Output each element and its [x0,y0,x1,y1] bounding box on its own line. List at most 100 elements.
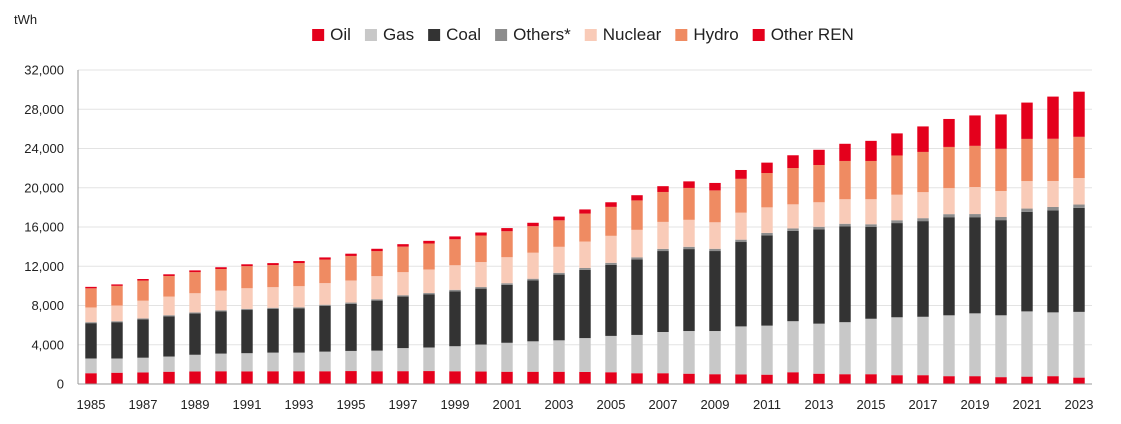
legend-swatch [364,29,377,41]
bar-segment [85,322,97,324]
bar-segment [683,331,695,374]
bar-segment [215,290,227,311]
bar-segment [683,246,695,250]
bar-segment [891,317,903,376]
bar-segment [735,212,747,240]
bar-segment [865,227,877,319]
bar-stack-1999 [449,236,461,384]
bar-segment [137,279,149,281]
bar-segment [319,371,331,384]
bar-segment [241,353,253,372]
bar-segment [917,126,929,152]
bar-segment [345,303,357,351]
bar-stack-2002 [527,222,539,384]
bar-segment [345,350,357,372]
legend-item: Other REN [752,25,854,44]
bar-segment [865,224,877,227]
bar-segment [683,373,695,384]
bar-segment [553,216,565,221]
bar-segment [189,313,201,355]
bar-stack-2006 [631,195,643,384]
bar-segment [501,228,513,232]
bar-segment [137,318,149,320]
bar-segment [475,371,487,384]
bar-segment [215,353,227,372]
bar-segment [423,243,435,270]
bar-segment [371,251,383,277]
bar-segment [579,209,591,214]
bar-segment [293,263,305,287]
bar-segment [345,255,357,281]
bar-segment [371,300,383,351]
x-tick-label: 2007 [649,397,678,412]
bar-segment [475,232,487,236]
bar-segment [85,286,97,289]
bar-segment [345,253,357,256]
bar-segment [423,347,435,372]
bar-segment [85,307,97,323]
y-tick-label: 0 [57,377,64,392]
bar-segment [787,321,799,373]
bar-segment [735,178,747,213]
bar-segment [969,217,981,314]
x-tick-label: 2005 [597,397,626,412]
bar-segment [423,294,435,348]
bar-stack-2016 [891,133,903,384]
bar-segment [111,284,123,286]
bar-segment [163,274,175,276]
bar-segment [735,169,747,179]
bar-segment [501,231,513,258]
y-tick-label: 8,000 [31,298,64,313]
bar-segment [865,199,877,225]
bar-segment [891,375,903,384]
bar-segment [241,288,253,309]
bar-segment [85,288,97,308]
bar-segment [761,325,773,375]
y-tick-label: 20,000 [24,180,64,195]
bar-segment [293,286,305,308]
bar-segment [995,216,1007,221]
bar-segment [423,371,435,384]
bar-segment [345,371,357,384]
bar-segment [631,257,643,260]
bar-segment [189,371,201,384]
bar-segment [657,248,669,252]
bar-segment [709,251,721,332]
bar-segment [319,351,331,372]
bar-segment [1021,311,1033,377]
bar-segment [761,173,773,208]
bar-segment [137,357,149,373]
bar-segment [319,257,331,260]
bar-segment [813,149,825,165]
bar-segment [1073,311,1085,378]
legend-item: Oil [312,25,351,44]
legend-label: Nuclear [603,25,662,44]
bar-segment [527,252,539,279]
bar-segment [475,288,487,345]
legend-item: Others* [495,25,571,44]
x-tick-label: 2011 [753,397,781,412]
bar-segment [839,143,851,161]
bar-stack-1994 [319,257,331,384]
bar-segment [631,259,643,335]
bar-stack-2017 [917,126,929,384]
bar-stack-2018 [943,118,955,384]
bar-stack-2009 [709,182,721,384]
bar-segment [839,199,851,224]
bar-segment [995,114,1007,149]
bar-stack-2014 [839,143,851,384]
bar-segment [813,229,825,324]
bar-segment [605,335,617,373]
bar-segment [579,241,591,269]
bar-segment [553,371,565,384]
bar-segment [813,202,825,227]
x-tick-label: 1989 [181,397,210,412]
bar-segment [631,373,643,384]
bar-segment [1047,206,1059,211]
bar-segment [1073,136,1085,179]
bar-segment [917,316,929,376]
bar-stack-1998 [423,240,435,384]
bar-segment [397,296,409,349]
bar-stack-2004 [579,209,591,384]
